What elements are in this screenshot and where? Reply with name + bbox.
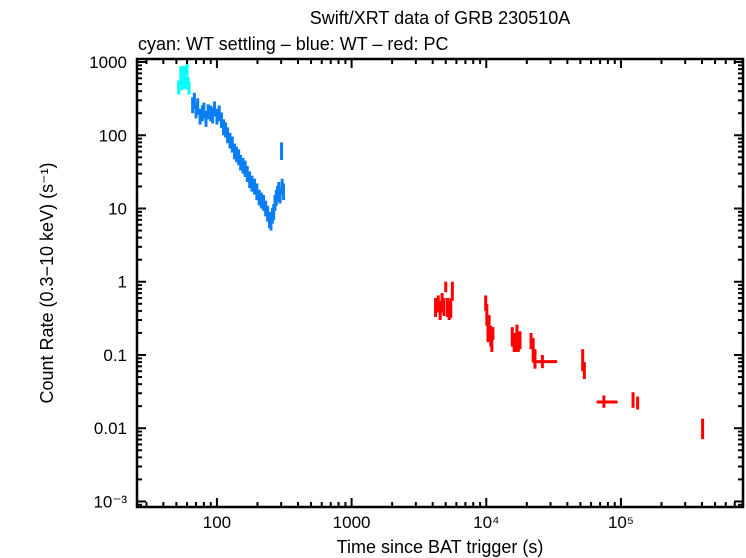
y-tick-label: 0.01	[94, 419, 127, 438]
plot-frame	[135, 57, 745, 509]
y-tick-label: 10⁻³	[93, 492, 127, 511]
x-tick-label: 10⁴	[473, 513, 499, 532]
y-tick-label: 1	[118, 273, 127, 292]
y-tick-label: 1000	[89, 53, 127, 72]
series-wt	[191, 92, 285, 231]
y-tick-label: 0.1	[103, 346, 127, 365]
x-tick-label: 1000	[333, 513, 371, 532]
y-tick-label: 100	[99, 126, 127, 145]
x-axis-label: Time since BAT trigger (s)	[337, 537, 544, 557]
chart-subtitle: cyan: WT settling – blue: WT – red: PC	[138, 34, 448, 54]
x-tick-label: 100	[203, 513, 231, 532]
series-wt-settling	[177, 63, 191, 95]
y-tick-label: 10	[108, 200, 127, 219]
x-tick-label: 10⁵	[608, 513, 634, 532]
series-pc	[434, 281, 705, 440]
y-axis-label: Count Rate (0.3−10 keV) (s⁻¹)	[37, 162, 57, 403]
axes: 100 1000 10⁴ 10⁵ 1000 100 10 1 0.1 0.01 10⁻³	[89, 53, 745, 532]
chart-title: Swift/XRT data of GRB 230510A	[310, 8, 570, 28]
data-marks	[177, 63, 705, 440]
